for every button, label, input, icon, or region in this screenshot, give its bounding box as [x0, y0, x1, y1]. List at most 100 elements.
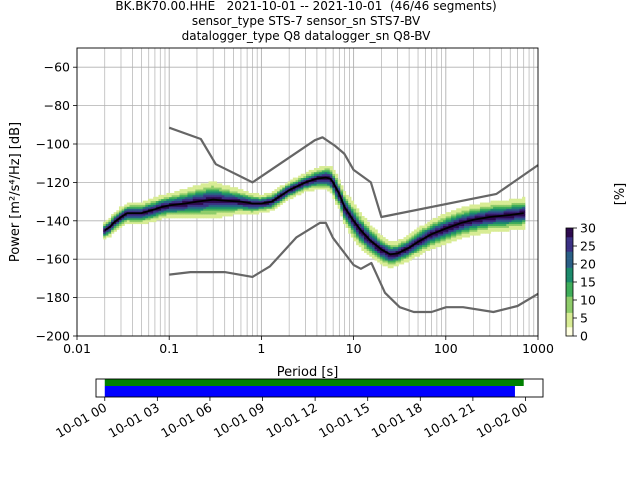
density-cell — [340, 214, 344, 217]
density-cell — [479, 202, 484, 205]
density-cell — [450, 216, 455, 219]
density-cell — [522, 210, 526, 213]
density-cell — [519, 198, 523, 202]
density-cell — [200, 206, 204, 209]
colorbar-cell — [566, 298, 573, 301]
density-cell — [208, 204, 212, 207]
density-cell — [377, 244, 381, 248]
density-cell — [498, 212, 502, 215]
density-cell — [369, 248, 373, 251]
density-cell — [450, 235, 455, 238]
density-cell — [461, 231, 465, 234]
density-cell — [118, 217, 123, 221]
density-cell — [205, 216, 210, 219]
density-cell — [324, 183, 328, 186]
density-cell — [184, 194, 189, 198]
density-cell — [461, 235, 465, 238]
density-cell — [266, 198, 270, 202]
density-cell — [211, 192, 215, 196]
density-cell — [279, 196, 283, 200]
density-cell — [443, 217, 447, 221]
density-cell — [142, 214, 146, 217]
density-cell — [408, 240, 413, 244]
density-cell — [192, 214, 196, 217]
nlnm-line — [169, 221, 539, 314]
density-cell — [448, 235, 452, 238]
density-cell — [216, 200, 220, 203]
density-cell — [219, 183, 223, 186]
density-cell — [395, 264, 399, 267]
density-cell — [364, 223, 368, 226]
density-cell — [464, 235, 468, 238]
density-cell — [142, 216, 146, 219]
density-cell — [255, 206, 260, 209]
density-cell — [522, 227, 526, 230]
density-cell — [163, 212, 167, 215]
density-cell — [274, 194, 278, 198]
density-cell — [216, 183, 220, 186]
coverage-tick-label: 10-01 15 — [316, 400, 372, 441]
density-cell — [387, 248, 391, 251]
density-cell — [400, 256, 405, 259]
density-cell — [192, 191, 196, 194]
density-cell — [490, 204, 494, 207]
density-cell — [224, 208, 228, 211]
density-cell — [137, 204, 141, 207]
density-cell — [208, 181, 212, 184]
density-cell — [327, 189, 331, 192]
density-cell — [398, 242, 402, 246]
density-cell — [506, 204, 510, 207]
colorbar-cell — [566, 303, 573, 306]
density-cell — [501, 206, 505, 209]
density-cell — [469, 225, 473, 228]
density-cell — [150, 198, 154, 202]
density-cell — [358, 217, 362, 221]
density-cell — [411, 254, 415, 257]
density-cell — [203, 189, 207, 192]
density-cell — [319, 175, 323, 178]
density-cell — [329, 181, 333, 184]
density-cell — [498, 227, 502, 230]
density-cell — [266, 196, 270, 200]
density-cell — [398, 260, 402, 263]
density-cell — [382, 240, 386, 244]
density-cell — [290, 185, 294, 188]
density-cell — [261, 208, 265, 211]
density-cell — [377, 256, 381, 259]
density-cell — [437, 217, 441, 221]
density-cell — [519, 204, 523, 207]
density-cell — [113, 225, 117, 228]
density-cell — [400, 239, 405, 242]
density-cell — [445, 214, 449, 217]
density-cell — [161, 198, 165, 202]
density-cell — [306, 187, 310, 190]
density-cell — [337, 189, 341, 192]
density-cell — [345, 225, 349, 228]
density-cell — [258, 210, 262, 213]
density-cell — [440, 214, 444, 217]
density-cell — [205, 192, 210, 196]
density-cell — [163, 216, 167, 219]
density-cell — [458, 212, 463, 215]
density-cell — [226, 214, 231, 217]
density-cell — [345, 204, 349, 207]
density-cell — [482, 229, 486, 232]
density-cell — [506, 202, 510, 205]
density-cell — [493, 225, 497, 228]
colorbar-cell — [566, 238, 573, 241]
density-cell — [503, 204, 507, 207]
density-cell — [366, 240, 370, 244]
density-cell — [179, 216, 183, 219]
density-cell — [519, 217, 523, 221]
density-cell — [514, 216, 518, 219]
density-cell — [116, 210, 120, 213]
density-cell — [198, 212, 202, 215]
colorbar-cell — [566, 274, 573, 277]
density-cell — [319, 169, 323, 173]
y-tick-label: −180 — [36, 290, 70, 305]
density-cell — [319, 179, 323, 182]
density-cell — [187, 192, 191, 196]
density-cell — [308, 187, 312, 190]
density-cell — [406, 254, 410, 257]
density-cell — [226, 196, 231, 200]
